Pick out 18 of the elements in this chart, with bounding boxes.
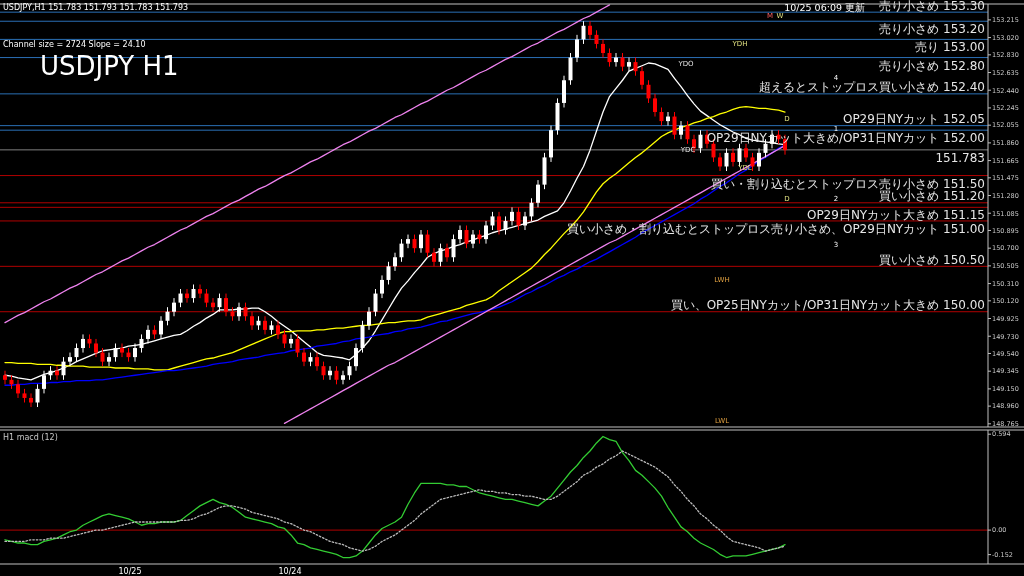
annotation: USDJPY,H1 151.783 151.793 151.783 151.793 xyxy=(3,3,189,12)
ref-line-label: 買い小さめ 151.20 xyxy=(879,189,985,204)
ref-line-label: 売り小さめ 153.20 xyxy=(879,22,985,37)
chart-title: H1 macd (12) xyxy=(3,433,58,442)
ref-line-label: OP29日NYカット 152.05 xyxy=(842,112,985,127)
text: 10/24 xyxy=(278,567,302,576)
ref-line-label: 151.783 xyxy=(935,150,985,165)
ref-line-label: 買い、OP25日NYカット/OP31日NYカット大きめ 150.00 xyxy=(670,298,985,313)
ref-line-label: 買い小さめ 150.50 xyxy=(879,252,985,267)
ref-line-label: 売り小さめ 153.30 xyxy=(879,0,985,13)
annotation: Channel size = 2724 Slope = 24.10 xyxy=(3,40,146,49)
ref-line-label: 売り小さめ 152.80 xyxy=(879,58,985,73)
ref-line-label: 売り 153.00 xyxy=(915,40,985,55)
annotation: 10/25 06:09 更新 xyxy=(784,2,865,13)
text: 10/25 xyxy=(118,567,142,576)
ref-line-label: 超えるとストップロス買い小さめ 152.40 xyxy=(759,80,985,95)
ref-line-label: OP29日NYカット大きめ 151.15 xyxy=(806,208,985,223)
text: USDJPY H1 xyxy=(40,51,179,81)
